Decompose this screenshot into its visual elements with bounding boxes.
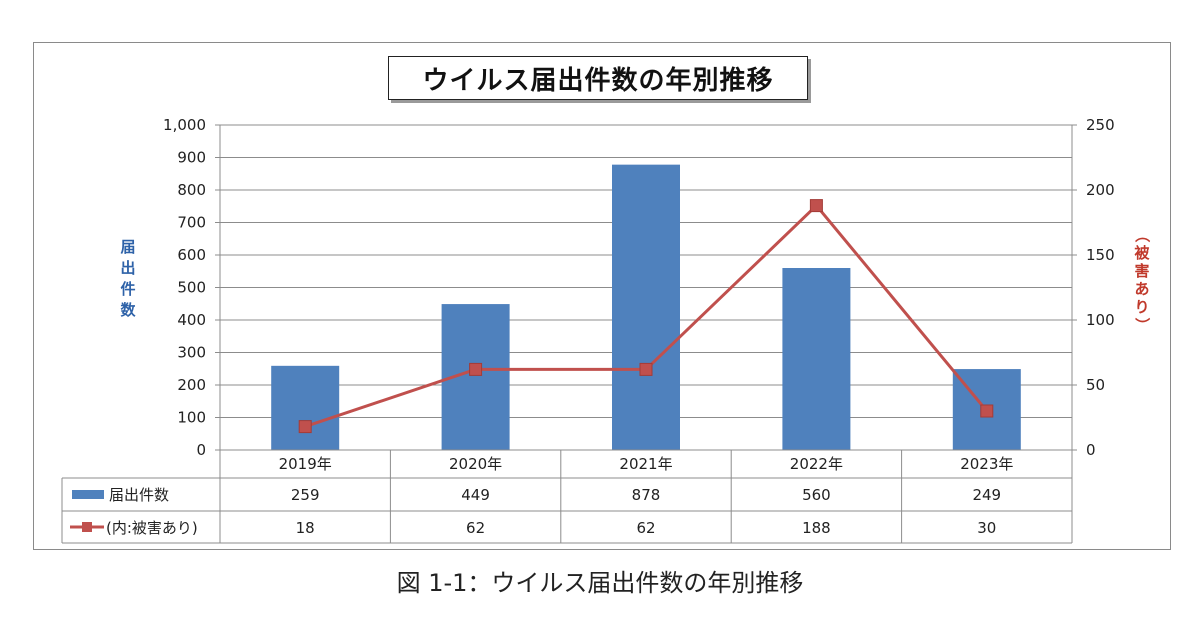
right-axis-tick-label: 200: [1086, 181, 1115, 199]
right-axis-title-char: り: [1134, 298, 1149, 316]
data-label: 560: [802, 486, 831, 504]
data-label: 878: [632, 486, 661, 504]
category-label: 2023年: [960, 455, 1013, 473]
left-axis-title-char: 出: [120, 259, 135, 277]
right-axis-tick-label: 50: [1086, 376, 1105, 394]
data-label: 449: [461, 486, 490, 504]
bar: [782, 268, 851, 450]
line-marker: [980, 404, 994, 418]
category-label: 2022年: [790, 455, 843, 473]
data-label: 249: [972, 486, 1001, 504]
category-label: 2019年: [279, 455, 332, 473]
left-axis-tick-label: 200: [177, 376, 206, 394]
figure-caption: 図 1-1：ウイルス届出件数の年別推移: [396, 569, 804, 597]
left-axis-title-char: 件: [120, 280, 135, 298]
left-axis-title-char: 届: [120, 238, 135, 256]
data-label: 18: [296, 519, 315, 537]
data-label: 62: [466, 519, 485, 537]
bar: [271, 365, 340, 450]
legend-line-label: (内:被害あり): [106, 519, 198, 537]
right-axis-tick-label: 0: [1086, 441, 1096, 459]
data-label: 188: [802, 519, 831, 537]
line-marker: [298, 420, 312, 434]
left-axis-title-char: 数: [120, 301, 136, 319]
left-axis-tick-label: 1,000: [163, 116, 206, 134]
data-label: 30: [977, 519, 996, 537]
right-axis-tick-label: 100: [1086, 311, 1115, 329]
legend-line-marker: [82, 522, 92, 532]
left-axis-tick-label: 100: [177, 409, 206, 427]
right-axis-title-char: あ: [1134, 280, 1149, 298]
chart-frame: [33, 42, 1171, 550]
line-marker: [639, 362, 653, 376]
category-label: 2020年: [449, 455, 502, 473]
line-marker: [469, 362, 483, 376]
chart-title: ウイルス届出件数の年別推移: [388, 56, 808, 100]
right-axis-title-char: ）: [1133, 317, 1151, 332]
bar: [612, 164, 680, 450]
left-axis-tick-label: 300: [177, 344, 206, 362]
left-axis-tick-label: 400: [177, 311, 206, 329]
left-axis-tick-label: 900: [177, 149, 206, 167]
right-axis-title-char: 害: [1134, 262, 1149, 280]
legend-bar-swatch: [72, 490, 104, 499]
right-axis-title-char: 被: [1134, 244, 1150, 262]
left-axis-tick-label: 500: [177, 279, 206, 297]
left-axis-tick-label: 600: [177, 246, 206, 264]
left-axis-tick-label: 800: [177, 181, 206, 199]
legend-bar-label: 届出件数: [109, 486, 169, 504]
data-label: 259: [291, 486, 320, 504]
right-axis-tick-label: 250: [1086, 116, 1115, 134]
line-marker: [809, 199, 823, 213]
category-label: 2021年: [619, 455, 672, 473]
right-axis-title-char: （: [1133, 227, 1151, 242]
left-axis-tick-label: 0: [196, 441, 206, 459]
left-axis-tick-label: 700: [177, 214, 206, 232]
data-label: 62: [636, 519, 655, 537]
right-axis-tick-label: 150: [1086, 246, 1115, 264]
